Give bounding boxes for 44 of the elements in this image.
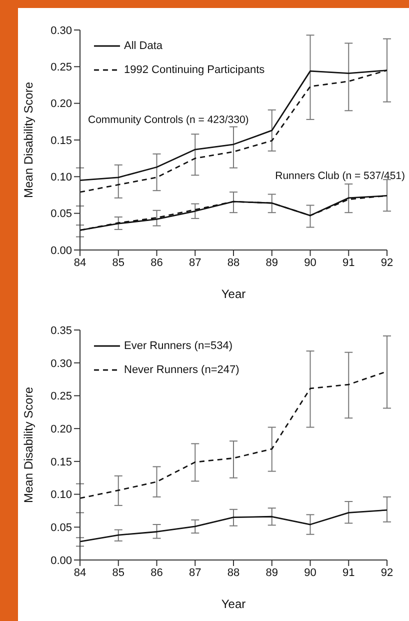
x-tick-label: 90: [304, 256, 316, 269]
y-tick-label: 0.05: [50, 522, 72, 534]
x-axis-title: Year: [221, 597, 246, 611]
y-tick-label: 0.20: [50, 423, 72, 436]
x-tick-label: 85: [112, 256, 124, 269]
legend-label: 1992 Continuing Participants: [124, 64, 265, 76]
y-tick-label: 0.30: [50, 358, 72, 370]
x-tick-label: 84: [74, 256, 86, 269]
x-tick-label: 86: [150, 256, 163, 269]
y-tick-label: 0.10: [50, 489, 72, 502]
x-axis-title: Year: [221, 287, 246, 301]
y-tick-label: 0.20: [50, 98, 72, 110]
x-tick-label: 85: [112, 566, 124, 579]
x-tick-label: 89: [266, 566, 278, 579]
x-tick-label: 84: [74, 566, 86, 579]
line-series: [80, 509, 387, 542]
annotation: Community Controls (n = 423/330): [88, 114, 249, 126]
y-tick-label: 0.25: [50, 62, 72, 74]
x-tick-label: 87: [189, 566, 202, 579]
y-tick-label: 0.15: [50, 456, 72, 468]
legend-label: All Data: [124, 40, 163, 52]
y-tick-label: 0.05: [50, 208, 72, 220]
annotation: Runners Club (n = 537/451): [275, 170, 405, 182]
y-tick-label: 0.00: [50, 244, 72, 257]
y-axis-title: Mean Disability Score: [21, 386, 36, 504]
x-tick-label: 90: [304, 566, 316, 579]
x-tick-label: 89: [266, 256, 278, 269]
x-tick-label: 86: [150, 566, 163, 579]
x-tick-label: 92: [380, 566, 394, 579]
y-tick-label: 0.25: [50, 390, 72, 403]
y-axis-title: Mean Disability Score: [21, 82, 36, 198]
y-tick-label: 0.15: [50, 134, 72, 147]
x-tick-label: 87: [189, 256, 202, 269]
y-tick-label: 0.00: [50, 554, 72, 567]
y-tick-label: 0.35: [50, 324, 72, 337]
x-tick-label: 88: [227, 566, 240, 579]
y-tick-label: 0.30: [50, 24, 72, 37]
x-tick-label: 91: [342, 256, 355, 269]
y-tick-label: 0.10: [50, 172, 72, 184]
x-tick-label: 88: [227, 256, 240, 269]
legend-label: Ever Runners (n=534): [124, 340, 233, 352]
x-tick-label: 92: [380, 256, 394, 269]
x-tick-label: 91: [342, 566, 355, 579]
legend-label: Never Runners (n=247): [124, 364, 240, 376]
